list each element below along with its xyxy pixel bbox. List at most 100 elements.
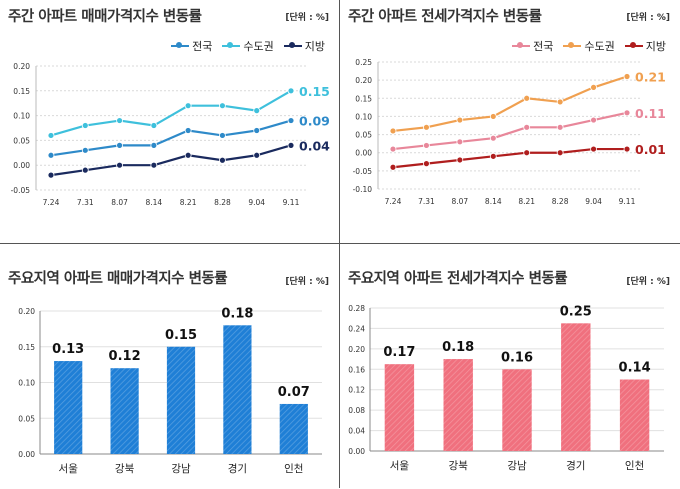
legend-item: 수도권 [222,38,274,54]
bar-value-label: 0.12 [109,349,141,364]
y-tick-label: 0.24 [348,324,365,333]
data-point [81,122,89,129]
y-tick-label: 0.05 [13,136,30,145]
data-point [523,94,531,102]
bar [223,325,252,454]
series-line [392,147,627,169]
y-tick-label: 0.08 [348,406,365,415]
data-point [81,166,89,174]
y-tick-label: 0.15 [355,94,372,103]
bar [384,364,415,451]
data-point [623,145,631,153]
y-tick-label: 0.04 [348,427,365,436]
jeonse-bar-chart-panel: 주요지역 아파트 전세가격지수 변동률 [단위 : %] 0.00 0.04 0.0… [340,244,680,488]
legend-item: 전국 [171,38,212,54]
data-point [423,123,430,131]
end-value-label: 0.15 [299,84,330,99]
data-point [253,127,261,134]
x-tick-label: 7.24 [385,197,402,206]
data-point [287,87,295,95]
legend-item: 지방 [624,38,666,54]
data-point [389,127,397,135]
data-point [47,171,55,179]
y-tick-label: 0.20 [355,76,372,85]
legend-label: 전국 [192,40,213,53]
y-tick-label: 0.28 [348,304,365,313]
x-tick-label: 8.21 [518,197,535,206]
x-tick-label: 8.21 [180,198,197,207]
data-point [184,151,192,159]
bar [443,359,473,451]
data-point [556,149,564,157]
legend-item: 지방 [283,38,325,54]
bar-value-label: 0.18 [442,340,474,355]
x-tick-label: 강북 [449,460,469,472]
x-tick-label: 서울 [390,460,410,472]
jeonse-line-plot: -0.10 -0.05 0.00 0.05 0.10 0.15 0.20 0.25 7.24 7.… [353,58,666,206]
y-tick-label: 0.00 [348,447,365,456]
data-point [219,102,226,110]
x-tick-label: 8.28 [214,198,231,207]
legend-label: 수도권 [584,40,615,53]
end-value-label: 0.11 [635,106,666,121]
y-tick-label: 0.00 [355,149,372,158]
data-point [184,102,192,110]
chart-title: 주요지역 아파트 매매가격지수 변동률 [8,271,228,287]
y-tick-label: 0.25 [355,58,372,67]
x-tick-label: 인천 [625,460,644,472]
bar-value-label: 0.07 [278,385,310,400]
bar-value-label: 0.17 [383,345,415,360]
legend-swatch [222,42,241,48]
y-tick-label: -0.05 [353,167,373,176]
legend-label: 지방 [645,40,666,53]
x-tick-label: 인천 [284,463,303,475]
legend-swatch [171,42,190,48]
bar [54,361,83,454]
data-point [389,163,397,171]
data-point [47,151,55,159]
x-tick-label: 강남 [171,463,191,475]
data-point [81,146,89,154]
x-tick-label: 7.31 [418,197,435,206]
legend-item: 전국 [512,38,553,54]
data-point [253,107,261,115]
data-point [456,116,464,124]
sale-bar-chart-panel: 주요지역 아파트 매매가격지수 변동률 [단위 : %] 0.00 0.05 0.1… [0,244,340,488]
unit-label: [단위 : %] [626,277,670,287]
y-tick-label: 0.10 [355,112,372,121]
x-tick-label: 9.11 [283,198,300,207]
data-point [556,98,564,106]
y-tick-label: 0.05 [18,414,35,423]
y-tick-label: 0.00 [18,450,35,459]
bar [110,368,139,454]
y-tick-label: 0.15 [13,87,30,96]
series-line [50,119,292,157]
x-tick-label: 경기 [228,462,247,475]
data-point [253,151,261,159]
bar [619,379,650,451]
y-tick-label: 0.05 [355,131,372,140]
y-tick-label: -0.10 [353,185,373,194]
y-tick-label: 0.15 [18,343,35,352]
series-line [392,75,628,133]
end-value-label: 0.04 [299,138,330,153]
bar-value-label: 0.13 [52,342,84,357]
bar-value-label: 0.18 [221,306,253,321]
data-point [556,123,564,131]
data-point [523,149,531,157]
bar-value-label: 0.25 [560,304,592,319]
data-point [219,132,226,139]
y-tick-label: 0.20 [348,345,365,354]
jeonse-bar-plot: 0.00 0.04 0.08 0.12 0.16 0.20 0.24 0.28 0.17 서울 0.… [348,304,664,472]
data-point [456,156,464,164]
y-tick-label: 0.10 [13,112,30,121]
data-point [623,109,631,117]
legend-swatch [512,42,531,48]
data-point [456,138,464,146]
x-tick-label: 경기 [566,459,585,472]
bar [166,346,196,454]
bar-value-label: 0.15 [165,328,197,343]
data-point [116,117,123,124]
data-point [423,160,430,168]
data-point [150,161,158,169]
